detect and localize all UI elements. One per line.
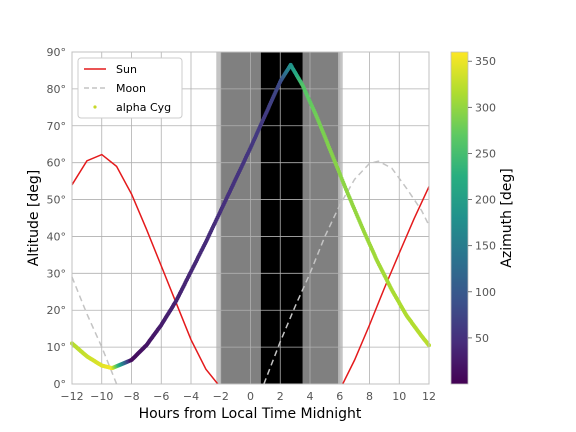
x-tick-label: 4 — [307, 390, 314, 403]
y-tick-label: 60° — [47, 157, 67, 170]
x-tick-label: 8 — [366, 390, 373, 403]
colorbar-label: Azimuth [deg] — [499, 168, 515, 267]
colorbar-tick-label: 100 — [475, 286, 496, 299]
x-tick-labels: −12 −10 −8 −6 −4 −2 0 2 4 6 8 10 12 — [60, 390, 436, 403]
x-tick-label: −4 — [183, 390, 199, 403]
x-tick-label: −2 — [213, 390, 229, 403]
axes-frame — [71, 51, 430, 385]
legend-star-swatch — [93, 105, 97, 109]
y-tick-label: 30° — [47, 267, 67, 280]
colorbar — [450, 51, 469, 385]
y-tick-label: 90° — [47, 46, 67, 59]
series-layer — [70, 62, 431, 385]
legend-moon-label: Moon — [116, 82, 146, 95]
x-tick-label: 10 — [392, 390, 406, 403]
x-tick-label: 12 — [422, 390, 436, 403]
x-tick-label: −6 — [153, 390, 169, 403]
legend-box — [77, 57, 183, 119]
y-tick-label: 0° — [54, 378, 67, 391]
y-tick-label: 40° — [47, 230, 67, 243]
series-sun-line — [342, 186, 430, 385]
series-moon-line — [71, 276, 118, 385]
y-axis-label: Altitude [deg] — [26, 170, 42, 266]
legend-sun-label: Sun — [116, 63, 137, 76]
twilight-shading — [216, 52, 343, 384]
y-tick-label: 80° — [47, 83, 67, 96]
x-tick-label: 2 — [277, 390, 284, 403]
legend-star-label: alpha Cyg — [116, 101, 171, 114]
series-moon-line — [263, 160, 430, 385]
x-tick-label: −12 — [60, 390, 83, 403]
y-tick-label: 70° — [47, 120, 67, 133]
x-tick-label: −10 — [90, 390, 113, 403]
colorbar-tick-label: 300 — [475, 101, 496, 114]
colorbar-tick-label: 250 — [475, 147, 496, 160]
colorbar-tick-label: 50 — [475, 332, 489, 345]
legend: Sun Moon alpha Cyg — [77, 57, 183, 119]
x-tick-label: 0 — [247, 390, 254, 403]
x-tick-label: 6 — [336, 390, 343, 403]
y-tick-labels: 0° 10° 20° 30° 40° 50° 60° 70° 80° 90° — [47, 46, 67, 391]
colorbar-tick-label: 200 — [475, 194, 496, 207]
colorbar-tick-labels: 50 100 150 200 250 300 350 — [468, 55, 496, 345]
shading-band-2 — [260, 52, 303, 384]
colorbar-tick-label: 350 — [475, 55, 496, 68]
y-tick-label: 20° — [47, 304, 67, 317]
x-tick-label: −8 — [123, 390, 139, 403]
colorbar-tick-label: 150 — [475, 240, 496, 253]
series-sun-line — [71, 153, 219, 385]
y-tick-label: 10° — [47, 341, 67, 354]
y-tick-label: 50° — [47, 194, 67, 207]
x-axis-label: Hours from Local Time Midnight — [139, 406, 362, 422]
